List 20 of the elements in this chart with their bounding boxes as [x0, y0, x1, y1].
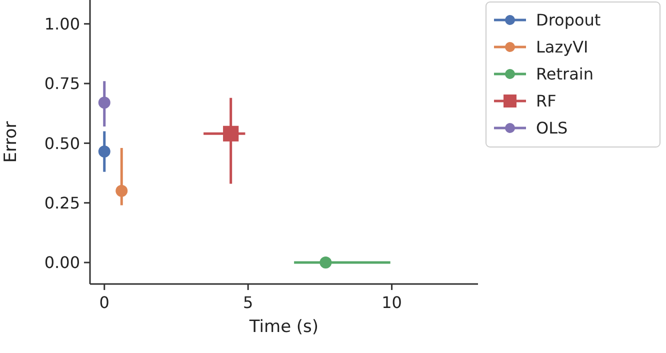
point: [320, 256, 332, 269]
legend-label: Dropout: [536, 10, 601, 30]
y-axis-title: Error: [1, 121, 21, 163]
x-axis-title: Time (s): [248, 317, 319, 337]
point: [116, 184, 128, 197]
point: [223, 126, 239, 142]
legend-label: Retrain: [536, 64, 594, 84]
y-tick-label: 1.00: [44, 14, 80, 34]
legend-label: OLS: [536, 118, 568, 138]
y-tick-label: 0.00: [44, 253, 80, 272]
x-tick-label: 5: [242, 293, 254, 312]
point: [98, 96, 110, 109]
legend-label: LazyVI: [536, 38, 588, 57]
x-tick-label: 0: [99, 293, 110, 312]
x-tick-label: 10: [382, 293, 402, 312]
y-tick-label: 0.75: [44, 74, 80, 94]
point: [98, 146, 110, 158]
y-tick-label: 0.25: [44, 193, 80, 212]
y-tick-label: 0.50: [44, 134, 80, 153]
legend-label: RF: [536, 92, 556, 111]
